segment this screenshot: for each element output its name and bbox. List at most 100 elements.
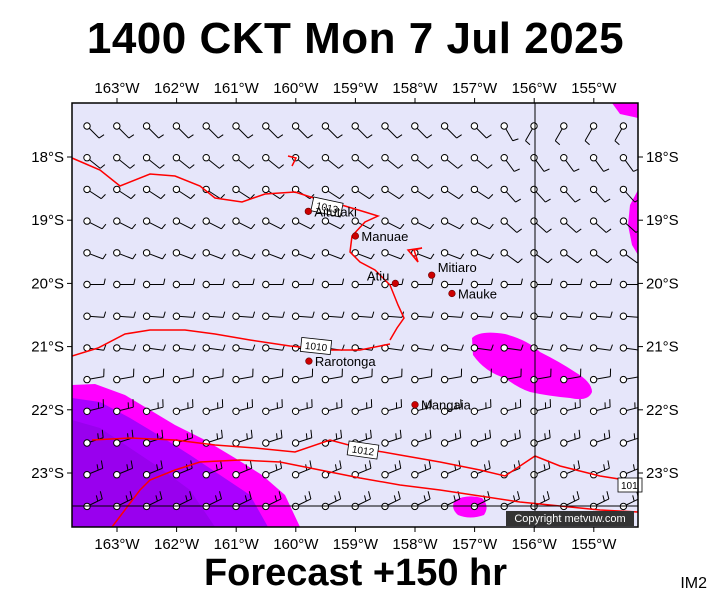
wind-barb — [113, 278, 136, 289]
wind-barb — [113, 399, 134, 415]
place-label: Rarotonga — [315, 354, 376, 369]
wind-barb — [440, 399, 462, 415]
lon-label-top: 156°W — [512, 80, 558, 97]
wind-barb — [232, 249, 256, 260]
wind-barb — [619, 375, 638, 384]
wind-barb — [113, 460, 134, 479]
wind-barb — [351, 278, 374, 289]
wind-barb — [262, 154, 284, 169]
lat-label-left: 18°S — [31, 149, 64, 166]
wind-barb — [291, 122, 313, 139]
wind-barb — [560, 185, 581, 203]
wind-barb — [262, 460, 283, 479]
wind-barb — [351, 185, 375, 200]
wind-barb — [500, 217, 522, 233]
wind-barb — [560, 154, 580, 172]
wind-barb — [440, 217, 464, 230]
wind-barb — [262, 344, 286, 352]
wind-barb — [440, 311, 464, 320]
wind-barb — [381, 249, 405, 260]
wind-barb — [381, 185, 404, 200]
wind-barb — [142, 399, 164, 415]
wind-barb — [113, 154, 135, 169]
wind-barb — [560, 311, 583, 320]
wind-barb — [619, 312, 638, 320]
wind-barb — [202, 217, 226, 230]
wind-barb — [83, 122, 105, 139]
isobar-label-101: 101 — [617, 477, 643, 493]
wind-barb — [142, 122, 164, 139]
wind-barb — [614, 122, 628, 146]
wind-barb — [381, 460, 402, 479]
wind-barb — [142, 344, 166, 352]
wind-barb — [142, 217, 166, 230]
wind-barb — [560, 429, 581, 447]
wind-barb — [321, 278, 345, 289]
wind-barb — [291, 217, 315, 230]
wind-barb — [525, 122, 538, 146]
wind-barb — [202, 278, 225, 289]
lon-label-top: 157°W — [452, 80, 498, 97]
wind-barb — [113, 344, 137, 352]
wind-barb — [202, 311, 226, 320]
wind-barb — [202, 399, 224, 415]
wind-barb — [142, 311, 166, 320]
wind-barb — [530, 154, 550, 172]
wind-barb — [381, 217, 405, 230]
wind-barb — [142, 460, 163, 479]
wind-barb — [470, 368, 492, 384]
wind-barb — [262, 368, 284, 384]
wind-barb — [470, 278, 494, 289]
image-code: IM2 — [680, 575, 707, 592]
wind-barb — [202, 460, 223, 479]
wind-barb — [83, 368, 105, 384]
wind-barb — [530, 344, 554, 352]
wind-barb — [411, 368, 433, 384]
wind-barb — [321, 399, 343, 415]
lon-label-bottom: 160°W — [273, 536, 319, 553]
wind-barb — [83, 399, 104, 415]
place-label: Aitutaki — [314, 204, 357, 219]
wind-barb — [530, 278, 553, 289]
wind-barb — [381, 122, 403, 139]
wind-barb — [411, 460, 432, 479]
wind-barb — [172, 344, 196, 352]
wind-barb — [589, 399, 611, 415]
wind-barb — [113, 311, 136, 320]
lon-label-top: 161°W — [214, 80, 260, 97]
wind-barb — [381, 429, 402, 447]
wind-barb — [262, 185, 285, 200]
lon-label-bottom: 157°W — [452, 536, 498, 553]
wind-barb — [113, 185, 136, 200]
svg-text:101: 101 — [621, 481, 638, 492]
place-label: Mauke — [458, 287, 497, 302]
wind-barb — [172, 249, 196, 260]
wind-barb — [500, 278, 523, 289]
wind-barb — [232, 185, 255, 200]
svg-text:Copyright metvuw.com: Copyright metvuw.com — [514, 513, 625, 525]
wind-barb — [351, 311, 375, 320]
wind-barb — [500, 368, 522, 384]
lon-label-bottom: 163°W — [94, 536, 140, 553]
wind-barb — [291, 278, 315, 289]
wind-barb — [291, 249, 316, 260]
forecast-label: Forecast +150 hr — [203, 552, 508, 594]
wind-barb — [470, 460, 491, 479]
wind-barb — [500, 185, 522, 203]
lat-label-right: 22°S — [646, 402, 679, 419]
wind-barb — [589, 278, 613, 289]
wind-barb — [619, 217, 638, 233]
wind-barb — [202, 368, 224, 384]
wind-barb — [232, 344, 256, 352]
wind-barb — [113, 249, 137, 260]
wind-barb — [351, 154, 374, 169]
wind-barb — [500, 311, 524, 320]
svg-text:1012: 1012 — [351, 445, 375, 459]
wind-barb — [83, 278, 106, 289]
wind-barb — [351, 460, 372, 479]
lon-label-bottom: 161°W — [214, 536, 260, 553]
place-label: Manuae — [361, 229, 408, 244]
wind-barb — [560, 249, 583, 264]
wind-barb — [262, 399, 283, 415]
wind-barb — [83, 460, 104, 479]
